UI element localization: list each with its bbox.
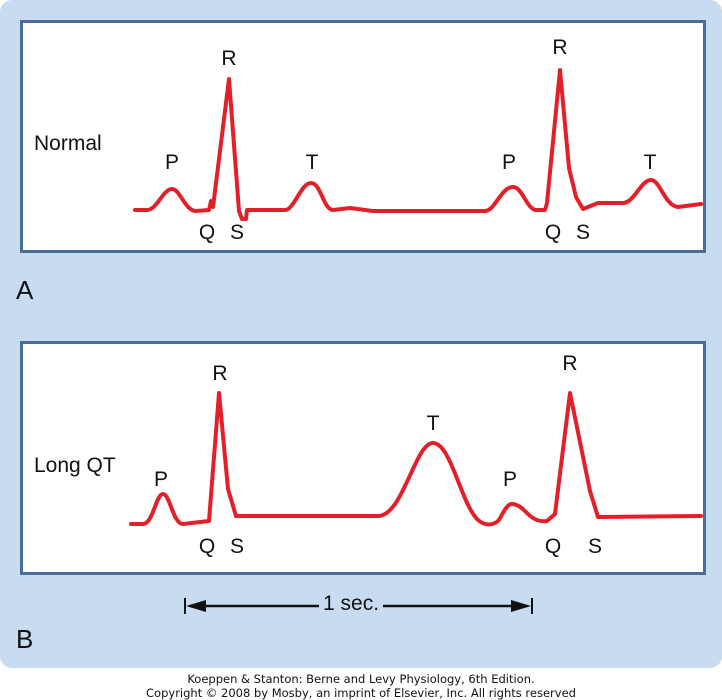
wave-label-q: Q <box>545 535 561 558</box>
wave-label-r: R <box>562 352 577 375</box>
wave-label-p: P <box>503 468 517 491</box>
wave-label-s: S <box>588 535 602 558</box>
condition-label-normal: Normal <box>34 132 102 155</box>
credit-line-book: Koeppen & Stanton: Berne and Levy Physio… <box>187 672 535 686</box>
panel-letter-a: A <box>16 275 34 305</box>
panel-normal-ecg: Normal P R Q S T P R Q S T <box>20 20 706 253</box>
wave-label-q: Q <box>545 221 561 244</box>
panel-long-qt-ecg: Long QT P R Q S T P R Q S <box>20 341 706 575</box>
scale-bar-label: 1 sec. <box>319 592 384 616</box>
wave-label-t: T <box>427 412 440 435</box>
wave-label-r: R <box>212 362 227 385</box>
ecg-trace-normal <box>133 68 703 221</box>
wave-label-t: T <box>644 151 657 174</box>
wave-label-p: P <box>502 151 516 174</box>
wave-label-q: Q <box>199 535 215 558</box>
wave-label-t: T <box>306 151 319 174</box>
wave-label-r: R <box>221 47 236 70</box>
wave-label-p: P <box>154 468 168 491</box>
credit-line-copyright: Copyright © 2008 by Mosby, an imprint of… <box>146 686 576 700</box>
panel-letter-b: B <box>16 624 34 654</box>
wave-label-p: P <box>165 151 179 174</box>
wave-label-s: S <box>230 221 244 244</box>
long-qt-ecg-tracing: P R Q S T P R Q S <box>129 352 703 558</box>
condition-label-long-qt: Long QT <box>34 454 116 477</box>
wave-label-s: S <box>230 535 244 558</box>
wave-label-s: S <box>576 221 590 244</box>
time-scale-bar: 1 sec. <box>0 590 722 622</box>
wave-label-q: Q <box>199 221 215 244</box>
ecg-trace-long-qt <box>129 391 703 527</box>
wave-label-r: R <box>552 36 567 59</box>
normal-ecg-tracing: P R Q S T P R Q S T <box>133 36 703 244</box>
